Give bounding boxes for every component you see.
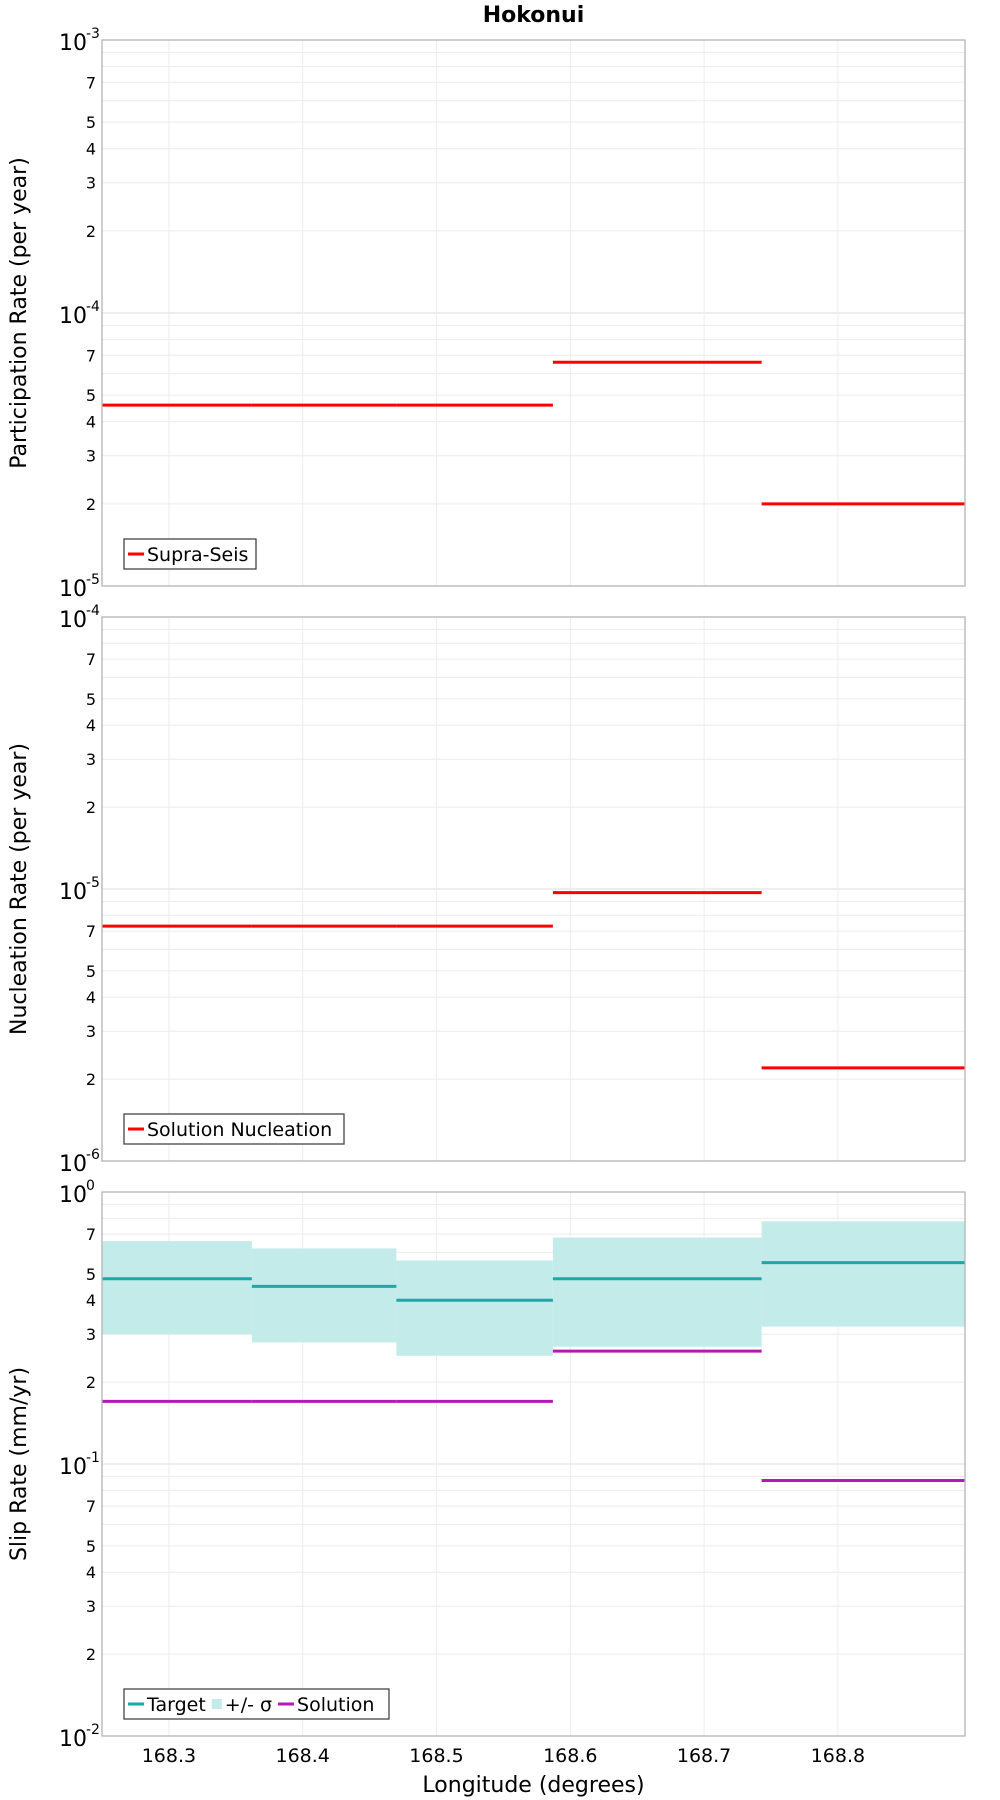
y-tick-label: 5 <box>86 1537 96 1556</box>
plot-frame <box>101 616 966 1162</box>
x-tick-label: 168.3 <box>142 1745 196 1767</box>
y-tick-label: 4 <box>86 413 96 432</box>
grid <box>102 40 965 586</box>
y-tick-label: 10 <box>59 608 87 633</box>
y-tick-label: 3 <box>86 1022 96 1041</box>
y-tick-label: 5 <box>86 1265 96 1284</box>
y-tick-label: 10 <box>59 304 87 329</box>
legend-label: Target <box>146 1694 206 1716</box>
y-tick-label: 2 <box>86 798 96 817</box>
band-segment <box>396 1260 553 1356</box>
legend-box <box>123 1688 390 1720</box>
series-line-solution <box>102 1349 965 1482</box>
y-tick-label: 7 <box>86 922 96 941</box>
y-tick-label: 2 <box>86 495 96 514</box>
plot-frame <box>101 39 966 587</box>
y-tick-label: 3 <box>86 174 96 193</box>
y-tick-label: 7 <box>86 73 96 92</box>
legend: Supra-Seis <box>123 538 257 570</box>
y-tick-label: 4 <box>86 1563 96 1582</box>
y-tick-label: 3 <box>86 1325 96 1344</box>
y-tick-label: 5 <box>86 690 96 709</box>
y-tick-exponent: -5 <box>86 572 100 588</box>
y-tick-label: 3 <box>86 447 96 466</box>
x-tick-label: 168.5 <box>409 1745 463 1767</box>
y-axis-label: Nucleation Rate (per year) <box>7 743 32 1035</box>
x-axis-label: Longitude (degrees) <box>422 1773 644 1798</box>
series- <box>102 1221 965 1356</box>
series-line-solution-nucleation <box>102 891 965 1070</box>
legend-label: Solution Nucleation <box>147 1119 332 1141</box>
y-tick-label: 5 <box>86 962 96 981</box>
y-tick-label: 10 <box>59 1727 87 1752</box>
legend-box <box>123 1113 345 1145</box>
legend-box <box>123 538 257 570</box>
band-segment <box>102 1241 252 1335</box>
band-segment <box>761 1221 965 1327</box>
y-tick-exponent: -2 <box>86 1722 100 1738</box>
y-tick-label: 10 <box>59 31 87 56</box>
chart-title: Hokonui <box>483 3 585 28</box>
y-axis-label: Slip Rate (mm/yr) <box>7 1367 32 1561</box>
y-tick-label: 7 <box>86 1225 96 1244</box>
series-line-target <box>102 1261 965 1302</box>
series-line-supra-seis <box>102 360 965 506</box>
x-ticks: 168.3 168.4 168.5 168.6 168.7 168.8 <box>142 1745 865 1767</box>
y-tick-exponent: 0 <box>86 1178 95 1194</box>
y-tick-label: 5 <box>86 113 96 132</box>
y-tick-exponent: -6 <box>86 1147 100 1163</box>
y-tick-label: 7 <box>86 346 96 365</box>
y-tick-exponent: -1 <box>86 1450 100 1466</box>
y-tick-label: 10 <box>59 1455 87 1480</box>
x-tick-label: 168.6 <box>543 1745 597 1767</box>
y-tick-label: 7 <box>86 1497 96 1516</box>
y-tick-label: 3 <box>86 1597 96 1616</box>
legend-swatch <box>211 1699 222 1709</box>
y-tick-label: 2 <box>86 222 96 241</box>
y-tick-label: 5 <box>86 386 96 405</box>
y-tick-label: 10 <box>59 1183 87 1208</box>
band-segment <box>251 1248 397 1343</box>
y-tick-label: 4 <box>86 988 96 1007</box>
y-tick-label: 7 <box>86 650 96 669</box>
y-tick-label: 2 <box>86 1070 96 1089</box>
legend: Solution Nucleation <box>123 1113 345 1145</box>
x-tick-label: 168.4 <box>275 1745 329 1767</box>
legend-label: Supra-Seis <box>147 544 248 566</box>
y-tick-label: 4 <box>86 716 96 735</box>
plot-frame <box>101 1191 966 1737</box>
y-tick-label: 10 <box>59 880 87 905</box>
grid <box>102 617 965 1161</box>
y-tick-label: 2 <box>86 1645 96 1664</box>
legend-label: Solution <box>297 1694 374 1716</box>
y-tick-label: 10 <box>59 577 87 602</box>
y-tick-exponent: -4 <box>86 299 100 315</box>
legend: Target +/- σ Solution <box>123 1688 390 1720</box>
y-tick-label: 4 <box>86 140 96 159</box>
band-segment <box>552 1237 762 1347</box>
y-tick-label: 10 <box>59 1152 87 1177</box>
legend-label: +/- σ <box>225 1694 272 1716</box>
x-tick-label: 168.7 <box>677 1745 731 1767</box>
y-tick-label: 2 <box>86 1373 96 1392</box>
y-tick-exponent: -5 <box>86 875 100 891</box>
y-tick-label: 3 <box>86 750 96 769</box>
y-tick-exponent: -4 <box>86 603 100 619</box>
y-tick-label: 4 <box>86 1291 96 1310</box>
x-tick-label: 168.8 <box>811 1745 865 1767</box>
y-tick-exponent: -3 <box>86 26 100 42</box>
y-axis-label: Participation Rate (per year) <box>7 157 32 469</box>
